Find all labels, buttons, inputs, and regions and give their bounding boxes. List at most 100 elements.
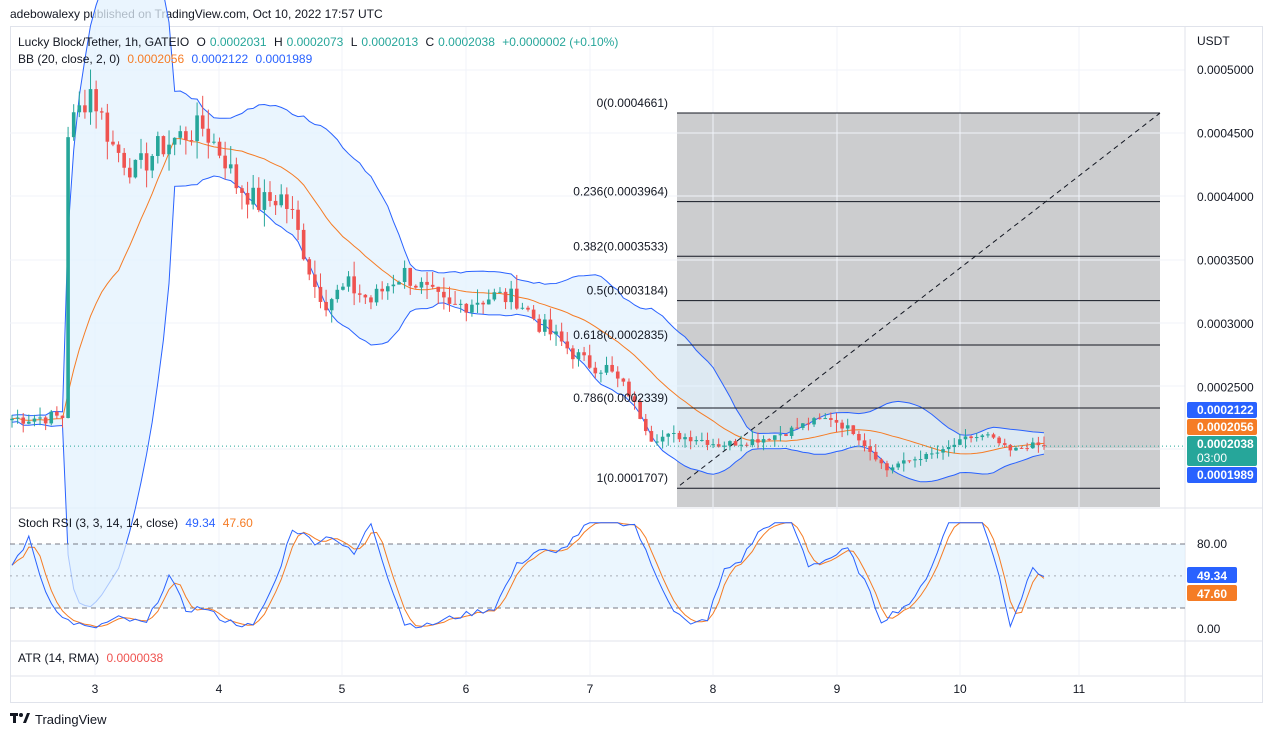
currency-label: USDT <box>1197 34 1230 48</box>
candle-body <box>458 303 463 305</box>
candle-body <box>587 355 592 368</box>
candle-body <box>116 144 121 153</box>
candle-body <box>318 286 323 302</box>
candle-body <box>1008 444 1013 451</box>
fib-levels: 0(0.0004661) 0.236(0.0003964) 0.382(0.0003… <box>10 96 1185 489</box>
candle-body <box>655 441 659 443</box>
candle-body <box>548 319 553 335</box>
candle-body <box>464 303 469 313</box>
symbol-title[interactable]: Lucky Block/Tether, 1h, GATEIO <box>18 35 190 49</box>
bb-lower-line <box>11 175 1045 608</box>
candle-body <box>941 449 945 453</box>
time-axis: 3 4 5 6 7 8 9 10 11 <box>92 682 1086 696</box>
candle-body <box>189 140 194 142</box>
stoch-label[interactable]: Stoch RSI (3, 3, 14, 14, close) <box>18 516 179 530</box>
atr-label[interactable]: ATR (14, RMA) <box>18 651 100 665</box>
candle-body <box>127 167 132 178</box>
chart-frame <box>10 26 1263 703</box>
candle-body <box>167 144 171 155</box>
candle-body <box>969 436 973 439</box>
candle-body <box>643 418 648 432</box>
candle-body <box>15 417 20 419</box>
candle-body <box>817 418 822 420</box>
candle-body <box>453 303 457 305</box>
candle-body <box>156 136 160 156</box>
candle-body <box>447 297 452 304</box>
time-tick-label: 7 <box>587 682 594 696</box>
candle-body <box>660 436 665 442</box>
tradingview-brand[interactable]: TradingView <box>10 712 107 727</box>
candle-body <box>217 141 222 156</box>
bb-lower-value: 0.0001989 <box>255 52 313 66</box>
fib-level-label: 0(0.0004661) <box>597 96 668 110</box>
candle-body <box>10 418 14 421</box>
bb-upper-line <box>11 0 1045 436</box>
price-tick-label: 0.0002500 <box>1197 381 1254 395</box>
low-value: 0.0002013 <box>361 35 419 49</box>
candle-body <box>262 192 267 210</box>
time-tick-label: 8 <box>710 682 717 696</box>
fib-level-label: 0.786(0.0002339) <box>573 391 668 405</box>
candle-body <box>402 267 407 283</box>
candle-body <box>139 153 143 160</box>
candle-body <box>728 441 732 446</box>
bb-label[interactable]: BB (20, close, 2, 0) <box>18 52 121 66</box>
candle-body <box>901 460 906 464</box>
candle-body <box>251 187 255 205</box>
candle-body <box>245 192 250 205</box>
candle-body <box>531 309 536 319</box>
candle-body <box>885 463 889 471</box>
candle-body <box>913 459 917 461</box>
candle-body <box>604 364 609 373</box>
candle-body <box>374 288 379 303</box>
candle-body <box>99 111 104 113</box>
candle-body <box>66 137 70 418</box>
candle-body <box>845 425 850 429</box>
candle-body <box>795 427 800 429</box>
fib-level-label: 0.236(0.0003964) <box>573 185 668 199</box>
candle-body <box>430 284 435 287</box>
candle-body <box>55 411 59 416</box>
candle-body <box>716 444 721 447</box>
candle-body <box>369 297 373 303</box>
candle-body <box>486 299 491 305</box>
candle-body <box>38 417 42 419</box>
price-axis: 0.0005000 0.0004500 0.0004000 0.0003500 0.00… <box>1187 63 1257 483</box>
candle-body <box>980 435 985 438</box>
candle-body <box>279 194 284 206</box>
candle-body <box>111 141 115 145</box>
stoch-tick-label: 80.00 <box>1197 537 1227 551</box>
candle-body <box>986 434 990 436</box>
candle-body <box>313 274 317 287</box>
candle-body <box>27 421 31 424</box>
candle-body <box>133 159 138 178</box>
candle-body <box>526 307 530 310</box>
candle-body <box>599 372 603 374</box>
candle-body <box>806 423 811 425</box>
candle-body <box>21 417 26 424</box>
candle-body <box>789 427 794 436</box>
candle-body <box>514 288 519 309</box>
candle-body <box>341 286 345 290</box>
candle-body <box>71 112 76 138</box>
tradingview-brand-label: TradingView <box>35 712 107 727</box>
candle-body <box>200 115 205 129</box>
stoch-d-line <box>11 522 1045 628</box>
candle-body <box>307 259 312 275</box>
candle-body <box>632 396 637 402</box>
price-tick-label: 0.0005000 <box>1197 63 1254 77</box>
candle-body <box>105 112 110 142</box>
candle-body <box>470 304 474 313</box>
candle-body <box>801 423 805 428</box>
candle-body <box>593 367 598 374</box>
candle-body <box>930 453 934 455</box>
candle-body <box>49 411 54 424</box>
candle-body <box>285 194 289 209</box>
candle-body <box>1042 445 1046 447</box>
candle-body <box>408 267 413 286</box>
candle-body <box>178 131 183 138</box>
candle-body <box>862 440 867 447</box>
candle-body <box>767 439 771 441</box>
candle-body <box>621 378 626 382</box>
